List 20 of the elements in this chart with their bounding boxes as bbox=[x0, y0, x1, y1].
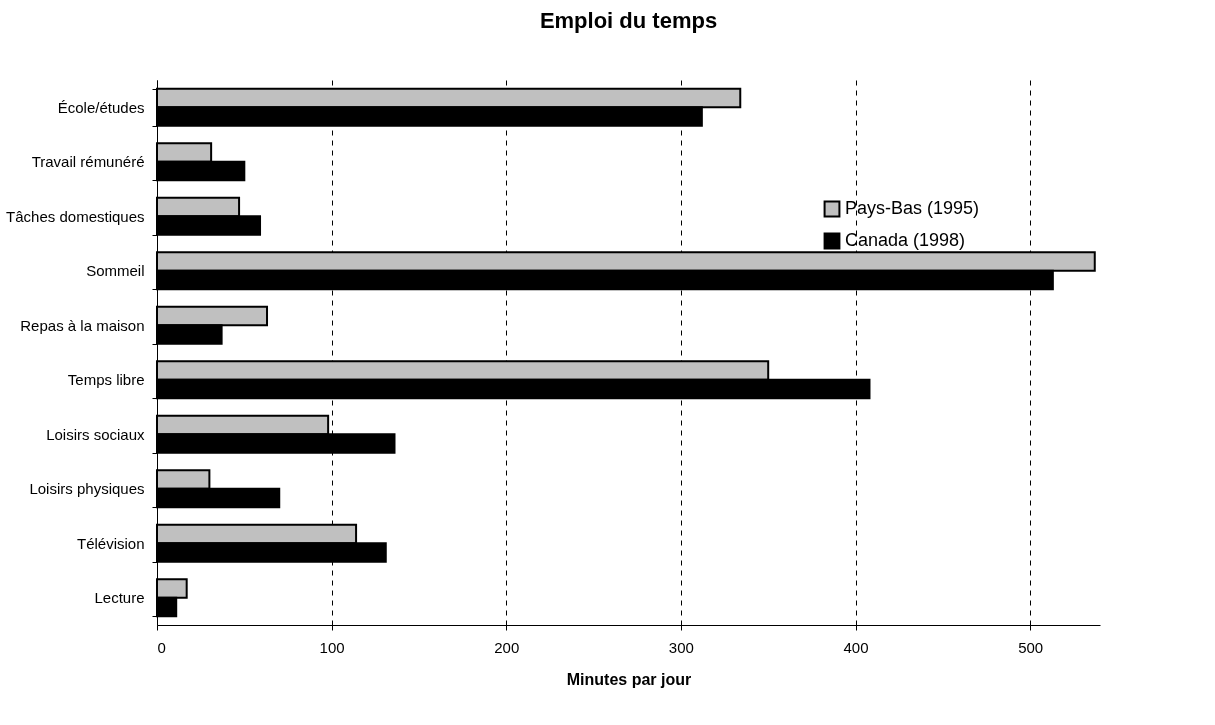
x-axis-title: Minutes par jour bbox=[566, 670, 692, 688]
legend-label: Pays-Bas (1995) bbox=[845, 198, 980, 218]
y-tick-label: Loisirs sociaux bbox=[46, 425, 145, 443]
x-tick-label: 200 bbox=[494, 638, 520, 656]
x-tick-label: 100 bbox=[319, 638, 345, 656]
y-tick-label: Tâches domestiques bbox=[6, 207, 145, 225]
y-tick-label: Sommeil bbox=[86, 262, 145, 280]
x-tick-label: 300 bbox=[668, 638, 694, 656]
legend-label: Canada (1998) bbox=[845, 230, 966, 250]
y-tick-label: École/études bbox=[57, 98, 145, 116]
y-tick-label: Temps libre bbox=[67, 371, 145, 389]
x-tick-label: 0 bbox=[157, 638, 166, 656]
y-tick-label: Lecture bbox=[94, 589, 145, 607]
chart-title: Emploi du temps bbox=[539, 8, 718, 33]
x-tick-label: 500 bbox=[1018, 638, 1044, 656]
y-tick-label: Repas à la maison bbox=[20, 316, 145, 334]
y-tick-label: Télévision bbox=[76, 534, 145, 552]
y-tick-label: Loisirs physiques bbox=[29, 480, 145, 498]
x-tick-label: 400 bbox=[843, 638, 869, 656]
y-tick-label: Travail rémunéré bbox=[31, 153, 145, 171]
